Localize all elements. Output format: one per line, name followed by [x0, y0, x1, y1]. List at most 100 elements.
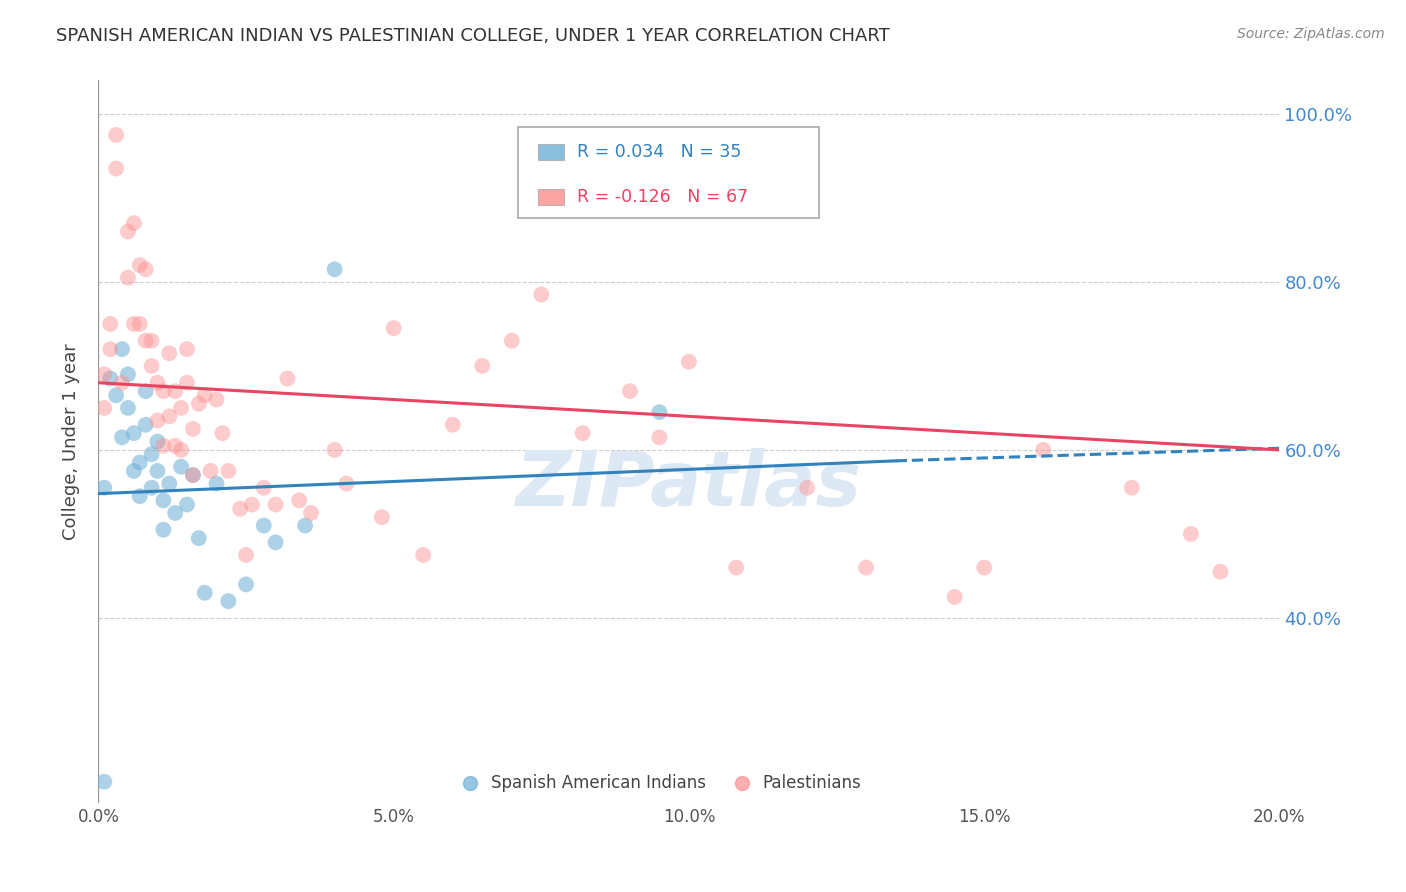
FancyBboxPatch shape [517, 128, 818, 218]
Point [152, 384, 174, 398]
Point [165, 439, 187, 453]
Point [725, 560, 748, 574]
Point [187, 531, 209, 545]
Point [128, 456, 150, 470]
Point [157, 346, 180, 360]
Point [1032, 442, 1054, 457]
Point [181, 468, 204, 483]
Point [93, 774, 115, 789]
Point [152, 439, 174, 453]
Point [796, 481, 818, 495]
Point [117, 368, 139, 382]
Point [122, 464, 145, 478]
Point [105, 388, 128, 402]
Point [217, 594, 239, 608]
Point [146, 434, 169, 449]
Point [1209, 565, 1232, 579]
Point [441, 417, 464, 432]
Point [240, 498, 263, 512]
Point [253, 518, 276, 533]
Point [176, 342, 198, 356]
FancyBboxPatch shape [537, 144, 564, 160]
Point [146, 376, 169, 390]
Point [128, 489, 150, 503]
Point [128, 258, 150, 272]
Point [323, 262, 346, 277]
Point [253, 481, 276, 495]
Point [648, 405, 671, 419]
Text: ZIPatlas: ZIPatlas [516, 448, 862, 522]
Point [264, 535, 287, 549]
Point [181, 422, 204, 436]
Point [98, 371, 121, 385]
Point [135, 334, 157, 348]
Text: Source: ZipAtlas.com: Source: ZipAtlas.com [1237, 27, 1385, 41]
Point [194, 388, 217, 402]
Point [111, 430, 134, 444]
Point [117, 401, 139, 415]
Point [98, 317, 121, 331]
Point [335, 476, 357, 491]
Text: R = -0.126   N = 67: R = -0.126 N = 67 [576, 188, 748, 206]
Point [122, 426, 145, 441]
Point [264, 498, 287, 512]
Point [135, 262, 157, 277]
Point [117, 270, 139, 285]
Point [276, 371, 298, 385]
Point [105, 161, 128, 176]
Point [122, 317, 145, 331]
Point [1121, 481, 1143, 495]
Text: SPANISH AMERICAN INDIAN VS PALESTINIAN COLLEGE, UNDER 1 YEAR CORRELATION CHART: SPANISH AMERICAN INDIAN VS PALESTINIAN C… [56, 27, 890, 45]
Point [229, 501, 252, 516]
Point [501, 334, 523, 348]
Point [98, 342, 121, 356]
Point [146, 464, 169, 478]
Point [141, 359, 163, 373]
Point [299, 506, 322, 520]
Point [211, 426, 233, 441]
Point [187, 397, 209, 411]
Point [93, 368, 115, 382]
Point [141, 334, 163, 348]
Point [111, 342, 134, 356]
Point [648, 430, 671, 444]
Text: Palestinians: Palestinians [762, 773, 860, 791]
Text: Spanish American Indians: Spanish American Indians [491, 773, 706, 791]
Point [141, 447, 163, 461]
Point [128, 317, 150, 331]
Point [412, 548, 434, 562]
Point [135, 417, 157, 432]
Point [371, 510, 394, 524]
Point [205, 392, 228, 407]
Point [122, 216, 145, 230]
Point [176, 376, 198, 390]
Point [855, 560, 877, 574]
Point [146, 413, 169, 427]
Point [141, 481, 163, 495]
Point [157, 409, 180, 424]
Text: R = 0.034   N = 35: R = 0.034 N = 35 [576, 143, 741, 161]
Point [294, 518, 316, 533]
Point [678, 355, 700, 369]
Point [530, 287, 553, 301]
Point [235, 548, 257, 562]
Point [152, 523, 174, 537]
Point [288, 493, 311, 508]
Point [105, 128, 128, 142]
Point [117, 225, 139, 239]
Point [170, 401, 193, 415]
Point [1180, 527, 1202, 541]
Point [135, 384, 157, 398]
Point [157, 476, 180, 491]
Point [217, 464, 239, 478]
Point [93, 401, 115, 415]
FancyBboxPatch shape [537, 189, 564, 205]
Point [382, 321, 405, 335]
Point [323, 442, 346, 457]
Point [165, 384, 187, 398]
Point [619, 384, 641, 398]
Point [165, 506, 187, 520]
Point [176, 498, 198, 512]
Point [571, 426, 593, 441]
Point [194, 586, 217, 600]
